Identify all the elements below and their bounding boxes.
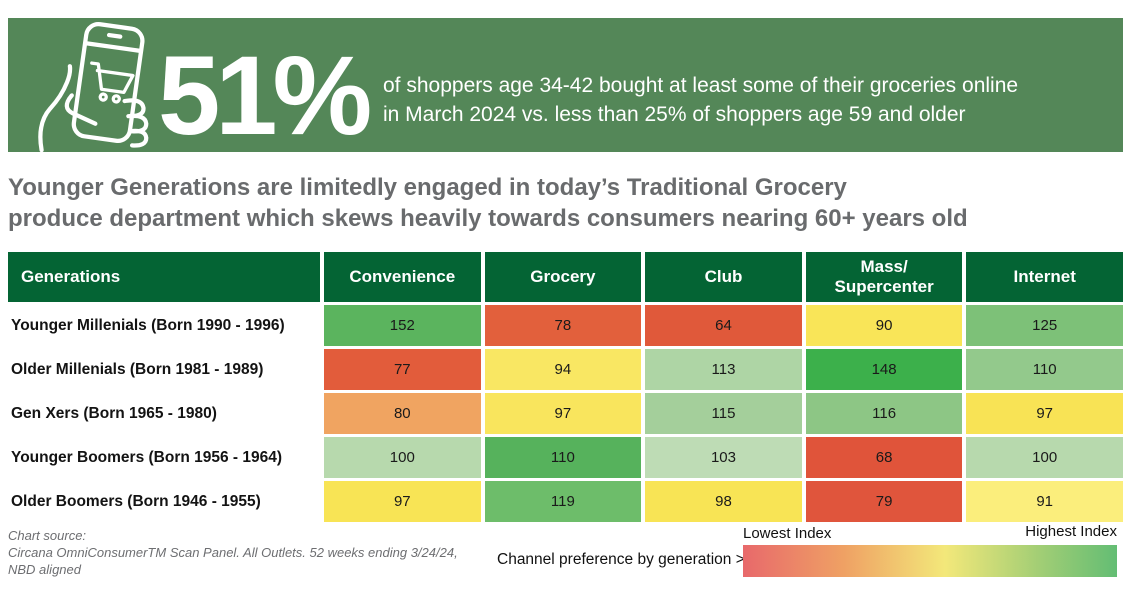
index-cell: 125 <box>966 305 1123 346</box>
stat-banner: 51% of shoppers age 34-42 bought at leas… <box>8 18 1123 152</box>
row-label: Younger Boomers (Born 1956 - 1964) <box>8 437 320 478</box>
stat-description-line2: in March 2024 vs. less than 25% of shopp… <box>383 103 966 126</box>
chart-source-line2: Circana OmniConsumerTM Scan Panel. All O… <box>8 545 458 560</box>
column-header-generations: Generations <box>8 252 320 302</box>
column-header-convenience: Convenience <box>324 252 481 302</box>
index-cell: 98 <box>645 481 802 522</box>
stat-description: of shoppers age 34-42 bought at least so… <box>383 71 1018 129</box>
row-label: Younger Millenials (Born 1990 - 1996) <box>8 305 320 346</box>
chart-source-line1: Chart source: <box>8 528 87 543</box>
row-label: Older Millenials (Born 1981 - 1989) <box>8 349 320 390</box>
index-cell: 97 <box>324 481 481 522</box>
index-cell: 116 <box>805 393 963 434</box>
index-cell: 110 <box>484 437 642 478</box>
row-label: Gen Xers (Born 1965 - 1980) <box>8 393 320 434</box>
legend-lowest-label: Lowest Index <box>743 525 832 542</box>
heatmap-table: Generations Convenience Grocery Club Mas… <box>8 252 1123 522</box>
page-title: Younger Generations are limitedly engage… <box>8 172 968 234</box>
index-cell: 68 <box>805 437 963 478</box>
index-cell: 110 <box>966 349 1123 390</box>
legend-caption: Channel preference by generation > <box>497 551 745 568</box>
column-header-club: Club <box>645 252 802 302</box>
chart-source-note: Chart source: Circana OmniConsumerTM Sca… <box>8 527 458 578</box>
index-cell: 119 <box>484 481 642 522</box>
legend-highest-label: Highest Index <box>1025 523 1117 540</box>
row-label: Older Boomers (Born 1946 - 1955) <box>8 481 320 522</box>
index-cell: 152 <box>324 305 481 346</box>
index-cell: 97 <box>484 393 642 434</box>
index-cell: 115 <box>645 393 802 434</box>
index-cell: 148 <box>805 349 963 390</box>
stat-value: 51% <box>158 33 372 158</box>
legend-gradient-bar <box>743 545 1117 577</box>
chart-source-line3: NBD aligned <box>8 562 81 577</box>
index-cell: 97 <box>966 393 1123 434</box>
column-header-grocery: Grocery <box>484 252 642 302</box>
index-cell: 100 <box>324 437 481 478</box>
page-title-line1: Younger Generations are limitedly engage… <box>8 174 847 201</box>
stat-description-line1: of shoppers age 34-42 bought at least so… <box>383 74 1019 97</box>
index-cell: 91 <box>966 481 1123 522</box>
index-cell: 77 <box>324 349 481 390</box>
index-cell: 100 <box>966 437 1123 478</box>
index-cell: 78 <box>484 305 642 346</box>
hand-holding-phone-shopping-cart-icon <box>38 22 149 152</box>
page-title-line2: produce department which skews heavily t… <box>8 205 968 232</box>
index-cell: 64 <box>645 305 802 346</box>
index-cell: 113 <box>645 349 802 390</box>
column-header-mass-supercenter: Mass/ Supercenter <box>805 252 963 302</box>
index-cell: 90 <box>805 305 963 346</box>
index-cell: 79 <box>805 481 963 522</box>
column-header-internet: Internet <box>966 252 1123 302</box>
index-cell: 80 <box>324 393 481 434</box>
index-cell: 103 <box>645 437 802 478</box>
index-cell: 94 <box>484 349 642 390</box>
